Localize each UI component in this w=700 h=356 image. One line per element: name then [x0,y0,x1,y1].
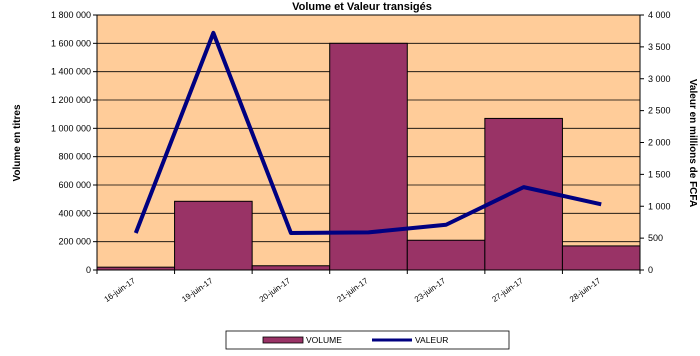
y2-tick-label: 1 500 [648,169,671,179]
bar-volume [407,240,485,270]
y2-axis-label: Valeur en millions de FCFA [687,79,698,207]
bar-volume [175,201,253,270]
chart-title: Volume et Valeur transigés [292,1,432,13]
y2-tick-label: 0 [648,265,653,275]
y-tick-label: 600 000 [58,180,91,190]
y-tick-label: 200 000 [58,237,91,247]
y-tick-label: 1 400 000 [51,67,91,77]
x-tick-label: 28-juin-17 [568,276,603,304]
y-tick-label: 1 600 000 [51,38,91,48]
y2-tick-label: 3 500 [648,42,671,52]
legend-swatch-volume [263,337,303,343]
y2-tick-label: 2 000 [648,138,671,148]
x-tick-label: 16-juin-17 [103,276,138,304]
y-tick-label: 1 200 000 [51,95,91,105]
y2-tick-label: 1 000 [648,201,671,211]
x-tick-label: 20-juin-17 [258,276,293,304]
y-axis-label: Volume en titres [12,104,23,181]
y2-tick-label: 4 000 [648,10,671,20]
bar-volume [252,266,330,270]
legend-label-valeur: VALEUR [415,335,448,345]
y2-tick-label: 3 000 [648,74,671,84]
x-tick-label: 27-juin-17 [490,276,525,304]
bar-volume [330,43,408,270]
y-tick-label: 800 000 [58,152,91,162]
x-tick-label: 23-juin-17 [413,276,448,304]
y2-tick-label: 2 500 [648,106,671,116]
y-tick-label: 1 000 000 [51,123,91,133]
y-tick-label: 0 [86,265,91,275]
bar-volume [562,246,640,270]
x-tick-label: 19-juin-17 [180,276,215,304]
y-tick-label: 1 800 000 [51,10,91,20]
y2-tick-label: 500 [648,233,663,243]
x-tick-label: 21-juin-17 [335,276,370,304]
legend-label-volume: VOLUME [306,335,342,345]
legend: VOLUME VALEUR [226,331,509,349]
y-tick-label: 400 000 [58,208,91,218]
